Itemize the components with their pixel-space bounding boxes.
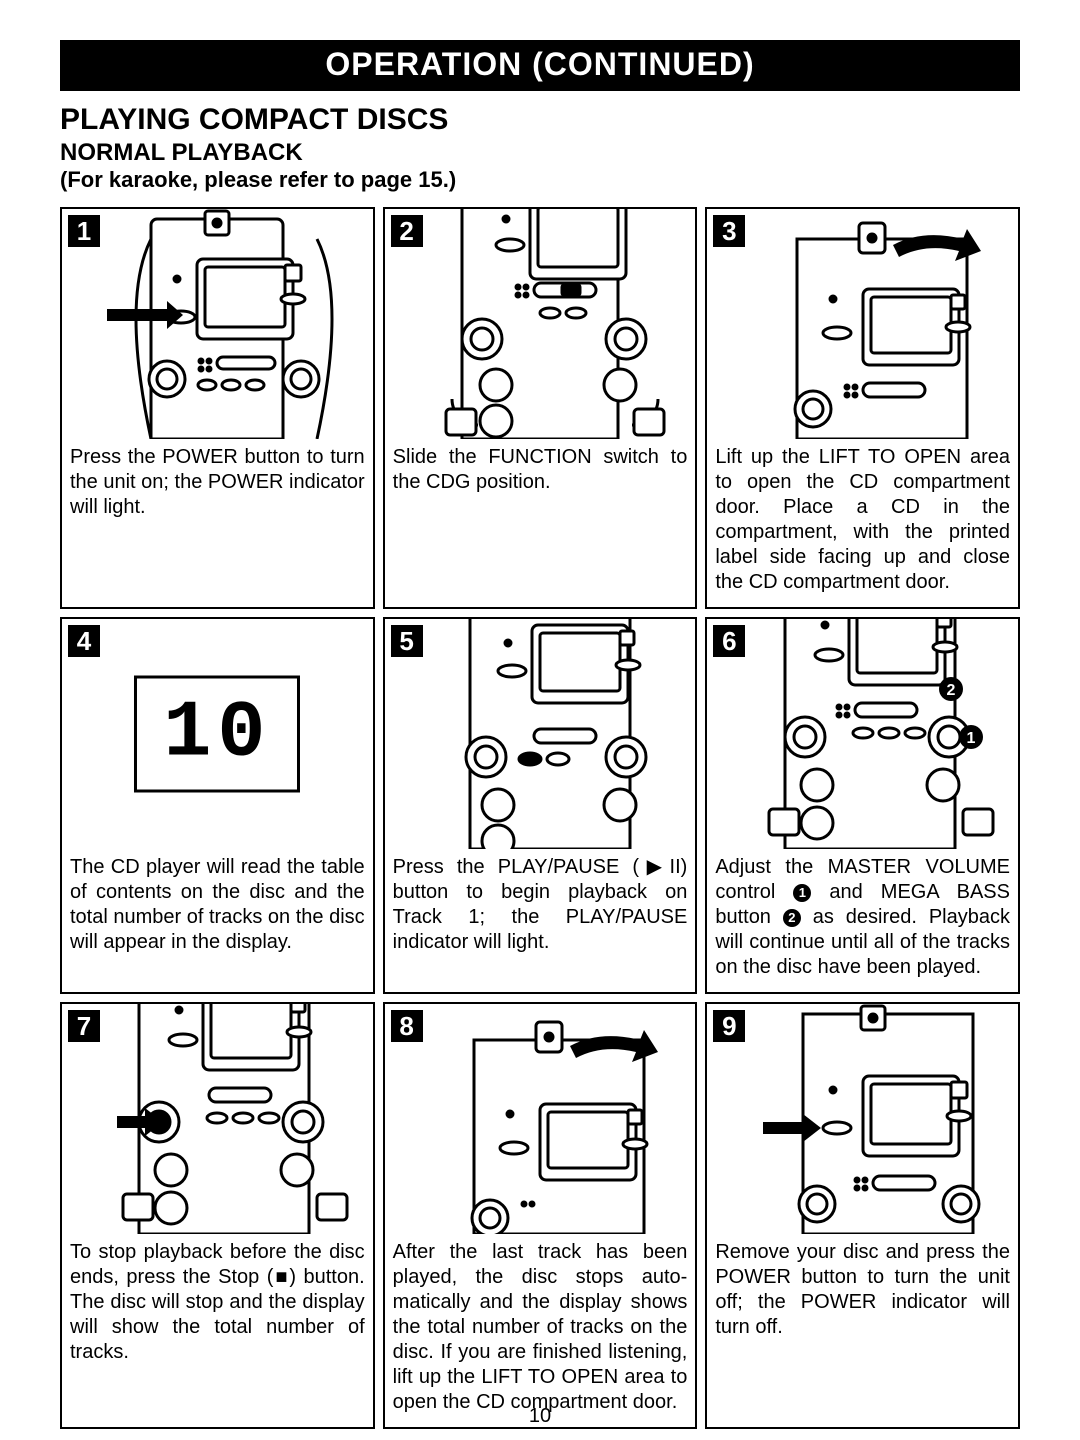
device-illustration: 1 2 [713,619,1013,849]
section-banner: OPERATION (CONTINUED) [60,40,1020,91]
step-number: 4 [68,625,100,657]
step-number: 8 [391,1010,423,1042]
step-number: 3 [713,215,745,247]
device-illustration [390,1004,690,1234]
page-title: PLAYING COMPACT DISCS [60,103,1020,137]
step-cell: 9 [705,1002,1020,1429]
step-number: 1 [68,215,100,247]
step-caption: The CD player will read the table of con… [62,849,373,992]
step-caption: Press the PLAY/PAUSE (▶II) button to beg… [385,849,696,992]
step-number: 7 [68,1010,100,1042]
step-number: 5 [391,625,423,657]
svg-text:2: 2 [946,682,955,699]
subtitle-note: (For karaoke, please refer to page 15.) [60,167,1020,193]
step-number: 2 [391,215,423,247]
step-cell: 1 [60,207,375,609]
step-caption: Adjust the MASTER VOLUME control 1 and M… [707,849,1018,992]
device-illustration [713,209,1013,439]
step-caption: Lift up the LIFT TO OPEN area to open th… [707,439,1018,607]
step-cell: 5 [383,617,698,994]
device-illustration [67,209,367,439]
svg-text:1: 1 [966,730,975,747]
step-cell: 3 [705,207,1020,609]
step-caption: To stop playback before the disc ends, p… [62,1234,373,1427]
step-number: 6 [713,625,745,657]
step-caption: Press the POWER button to turn the unit … [62,439,373,607]
steps-grid: 1 [60,207,1020,1429]
device-illustration [390,209,690,439]
device-illustration [713,1004,1013,1234]
device-illustration [390,619,690,849]
subtitle: NORMAL PLAYBACK [60,139,1020,167]
page-number: 10 [0,1405,1080,1428]
display-digits: 10 [163,689,271,780]
step-cell: 7 [60,1002,375,1429]
step-cell: 2 [383,207,698,609]
step-cell: 6 [705,617,1020,994]
step-caption: After the last track has been played, th… [385,1234,696,1427]
step-number: 9 [713,1010,745,1042]
step-caption: Slide the FUNCTION switch to the CDG pos… [385,439,696,607]
device-illustration [67,1004,367,1234]
step-cell: 4 10 The CD player will read the table o… [60,617,375,994]
step-caption: Remove your disc and press the POWER but… [707,1234,1018,1427]
step-cell: 8 [383,1002,698,1429]
